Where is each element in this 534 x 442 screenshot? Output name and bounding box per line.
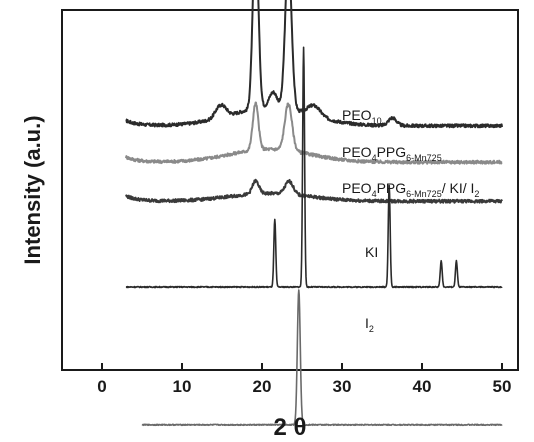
x-tick-label: 50 xyxy=(493,377,512,396)
traces xyxy=(125,0,503,427)
x-tick-label: 40 xyxy=(413,377,432,396)
x-tick-label: 0 xyxy=(97,377,106,396)
series-label: KI xyxy=(365,244,378,260)
y-axis-label: Intensity (a.u.) xyxy=(20,115,45,264)
plot-border xyxy=(61,9,519,371)
series-line xyxy=(125,178,503,204)
series-label: PEO10 xyxy=(342,107,382,126)
plot-frame xyxy=(61,9,519,371)
series-line xyxy=(141,289,503,427)
x-ticks: 0 10 20 30 40 50 xyxy=(97,363,511,396)
x-tick-label: 20 xyxy=(253,377,272,396)
series-label: I2 xyxy=(365,315,374,334)
series-label: PEO4PPG6-Mn725/ KI/ I2 xyxy=(342,180,479,199)
series-line xyxy=(125,46,503,289)
x-axis-label: 2 θ xyxy=(274,414,307,441)
series-label: PEO4PPG6-Mn725 xyxy=(342,144,442,163)
series-line xyxy=(125,0,503,129)
series-labels: PEO10 PEO4PPG6-Mn725 PEO4PPG6-Mn725/ KI/ I… xyxy=(342,107,479,334)
series-line xyxy=(125,101,503,165)
x-tick-label: 10 xyxy=(173,377,192,396)
x-tick-label: 30 xyxy=(333,377,352,396)
